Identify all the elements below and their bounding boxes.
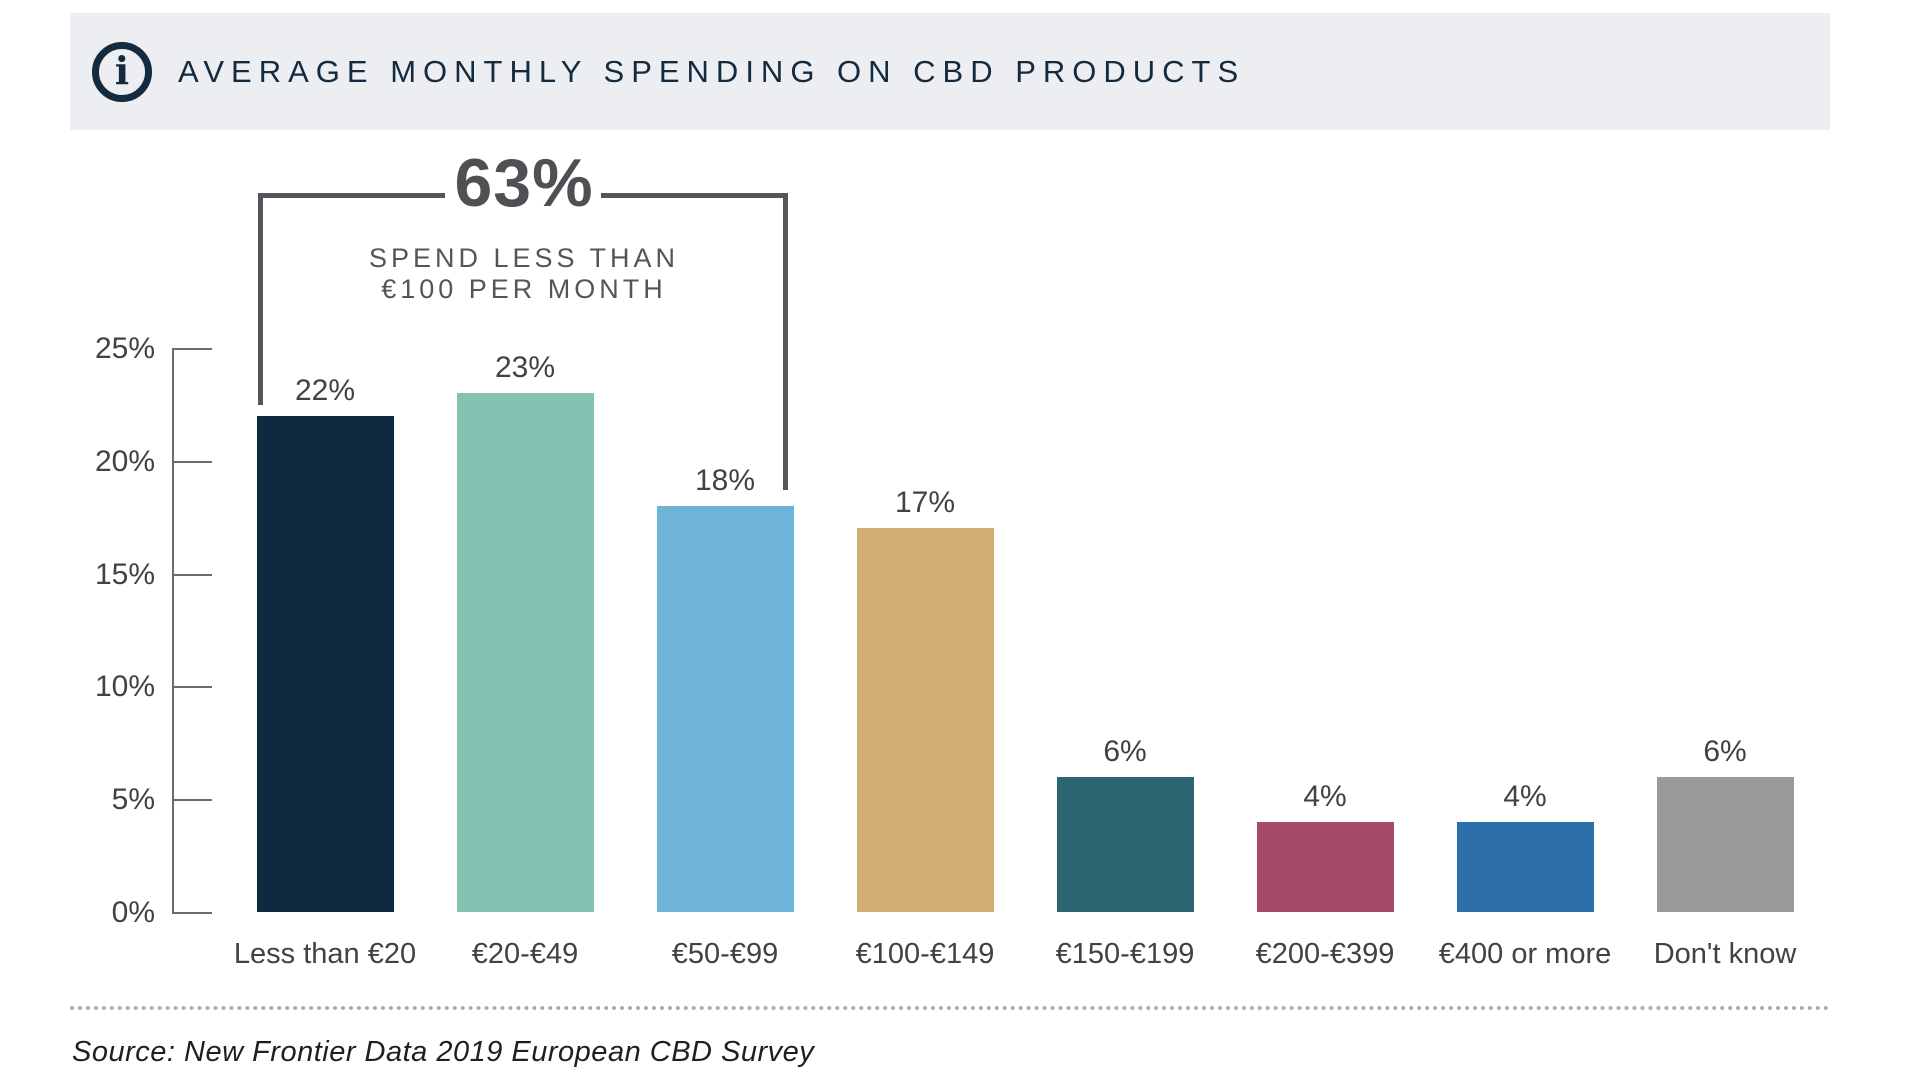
bar-value-label: 6% — [1103, 734, 1147, 768]
y-axis-tick — [172, 460, 212, 463]
y-axis-tick-label: 5% — [111, 783, 155, 817]
bar-4 — [856, 528, 994, 912]
y-axis-line — [172, 348, 174, 914]
bracket-horizontal-right — [601, 193, 788, 198]
y-axis-tick-label: 10% — [94, 670, 155, 704]
x-axis-category-label: €100-€149 — [855, 938, 995, 970]
info-icon-glyph: i — [114, 47, 130, 93]
bar-value-label: 17% — [894, 486, 956, 520]
annotation-headline: 63% — [454, 145, 594, 221]
source-caption: Source: New Frontier Data 2019 European … — [72, 1036, 815, 1068]
y-axis-tick — [172, 799, 212, 802]
info-icon: i — [92, 41, 152, 102]
bar-7 — [1456, 821, 1594, 912]
bar-2 — [456, 393, 594, 912]
y-axis-tick-label: 15% — [94, 557, 155, 591]
annotation-subtext-line1: SPEND LESS THAN — [368, 243, 680, 273]
header-banner: i AVERAGE MONTHLY SPENDING ON CBD PRODUC… — [70, 13, 1830, 130]
y-axis-tick — [172, 573, 212, 576]
x-axis-category-label: €400 or more — [1438, 938, 1612, 970]
x-axis-category-label: €50-€99 — [671, 938, 779, 970]
bar-value-label: 4% — [1503, 779, 1547, 813]
y-axis-tick-label: 20% — [94, 444, 155, 478]
y-axis-tick-label: 0% — [111, 896, 155, 929]
bar-3 — [656, 505, 794, 912]
annotation-subtext-line2: €100 PER MONTH — [381, 274, 667, 304]
bracket-vertical-right — [783, 193, 788, 490]
x-axis-category-label: €150-€199 — [1055, 938, 1195, 970]
bar-value-label: 22% — [294, 373, 356, 407]
bar-value-label: 4% — [1303, 779, 1347, 813]
bracket-vertical-left — [258, 193, 263, 405]
bar-6 — [1256, 821, 1394, 912]
x-axis-category-label: Don't know — [1653, 938, 1797, 970]
y-axis-tick-label: 25% — [94, 332, 155, 365]
y-axis-tick — [172, 686, 212, 689]
x-axis-category-label: €200-€399 — [1255, 938, 1395, 970]
bracket-horizontal-left — [258, 193, 445, 198]
y-axis-tick — [172, 348, 212, 350]
bar-1 — [256, 415, 394, 912]
x-axis-category-label: €20-€49 — [471, 938, 579, 970]
chart-title: AVERAGE MONTHLY SPENDING ON CBD PRODUCTS — [178, 53, 1246, 89]
annotation-subtext: SPEND LESS THAN €100 PER MONTH — [314, 243, 734, 305]
bar-value-label: 18% — [694, 463, 756, 497]
x-axis-category-label: Less than €20 — [233, 938, 417, 970]
bar-value-label: 6% — [1703, 734, 1747, 768]
bar-8 — [1656, 776, 1794, 912]
y-axis-tick — [172, 912, 212, 914]
bar-5 — [1056, 776, 1194, 912]
dotted-divider — [70, 1006, 1830, 1010]
bar-value-label: 23% — [494, 351, 556, 385]
